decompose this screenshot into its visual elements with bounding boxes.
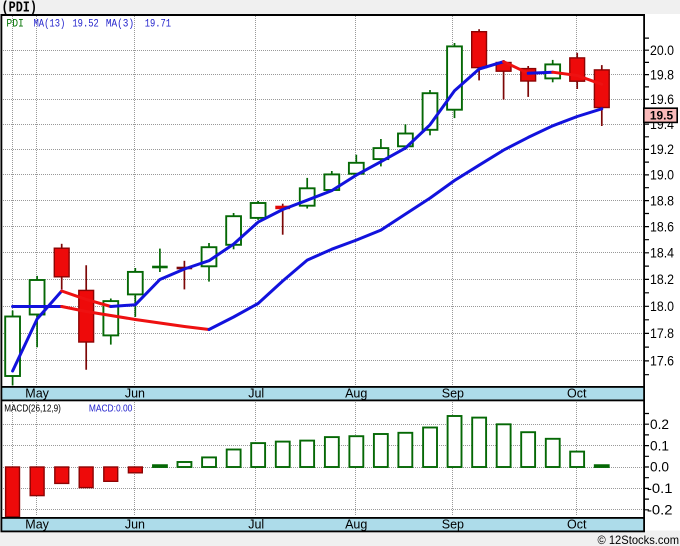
svg-text:May: May xyxy=(25,387,49,401)
svg-text:0.2: 0.2 xyxy=(650,417,669,432)
svg-text:19.8: 19.8 xyxy=(650,67,674,82)
svg-text:MACD(26,12,9): MACD(26,12,9) xyxy=(4,404,61,415)
svg-text:Jul: Jul xyxy=(248,387,264,401)
svg-text:(PDI): (PDI) xyxy=(2,0,38,16)
svg-text:Jun: Jun xyxy=(125,518,145,532)
svg-text:0.0: 0.0 xyxy=(650,460,669,475)
svg-text:Jul: Jul xyxy=(248,518,264,532)
svg-text:17.8: 17.8 xyxy=(650,326,674,341)
svg-text:Jun: Jun xyxy=(125,387,145,401)
svg-text:19.2: 19.2 xyxy=(650,142,674,157)
svg-text:Aug: Aug xyxy=(345,387,367,401)
svg-text:18.2: 18.2 xyxy=(650,272,674,287)
svg-text:© 12Stocks.com: © 12Stocks.com xyxy=(598,533,680,546)
svg-text:Sep: Sep xyxy=(442,387,464,401)
svg-text:19.6: 19.6 xyxy=(650,92,674,107)
svg-text:19.5: 19.5 xyxy=(650,109,674,123)
svg-text:-0.2: -0.2 xyxy=(647,503,673,518)
svg-text:Aug: Aug xyxy=(345,518,367,532)
svg-text:-0.1: -0.1 xyxy=(647,481,673,496)
svg-text:Oct: Oct xyxy=(567,518,587,532)
svg-text:18.8: 18.8 xyxy=(650,193,674,208)
svg-text:18.6: 18.6 xyxy=(650,219,674,234)
svg-text:19.0: 19.0 xyxy=(650,168,674,183)
svg-text:Sep: Sep xyxy=(442,518,464,532)
svg-text:19.52: 19.52 xyxy=(72,18,98,30)
svg-text:18.0: 18.0 xyxy=(650,299,674,314)
svg-text:17.6: 17.6 xyxy=(650,354,674,369)
svg-text:MA(13): MA(13) xyxy=(34,18,66,30)
svg-text:PDI: PDI xyxy=(6,18,24,30)
svg-text:20.0: 20.0 xyxy=(650,43,674,58)
svg-text:May: May xyxy=(25,518,49,532)
svg-text:18.4: 18.4 xyxy=(650,246,674,261)
svg-text:Oct: Oct xyxy=(567,387,587,401)
svg-text:0.1: 0.1 xyxy=(650,438,669,453)
svg-text:MACD:0.00: MACD:0.00 xyxy=(89,404,133,415)
svg-text:MA(3): MA(3) xyxy=(106,18,134,30)
svg-text:19.71: 19.71 xyxy=(145,18,172,30)
